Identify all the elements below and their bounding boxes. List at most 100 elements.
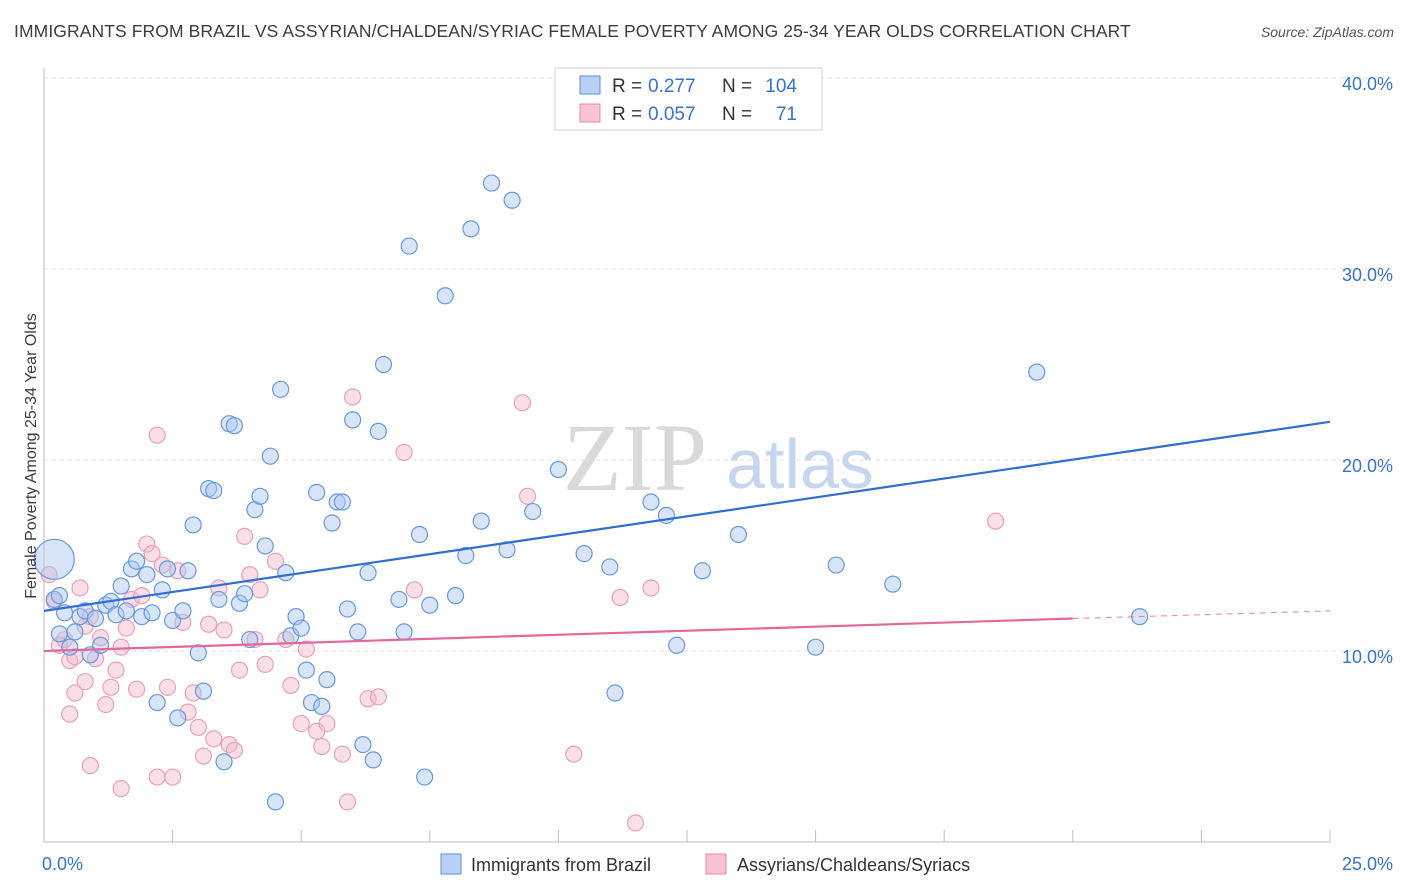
- point-brazil: [359, 564, 377, 582]
- point-brazil: [225, 417, 243, 435]
- point-brazil: [416, 768, 434, 786]
- tick-labels: 10.0% 20.0% 30.0% 40.0% 0.0% 25.0%: [42, 74, 1393, 874]
- point-brazil: [729, 525, 748, 544]
- legend-stats: R = 0.277 N = 104 R = 0.057 N = 71: [554, 67, 823, 131]
- legend-bottom-swatch-assyrians: [705, 853, 727, 875]
- point-brazil: [153, 581, 171, 599]
- point-brazil: [50, 625, 69, 643]
- point-brazil: [189, 644, 207, 662]
- point-brazil: [827, 556, 845, 574]
- legend-r-label-2: R =: [612, 104, 642, 125]
- point-brazil: [642, 493, 660, 511]
- point-brazil: [601, 558, 619, 576]
- point-brazil: [215, 753, 233, 771]
- point-brazil: [86, 609, 105, 628]
- chart-title: IMMIGRANTS FROM BRAZIL VS ASSYRIAN/CHALD…: [14, 21, 1131, 41]
- point-brazil: [61, 638, 79, 656]
- point-brazil: [668, 636, 686, 654]
- point-brazil: [549, 460, 568, 479]
- point-brazil: [261, 447, 279, 465]
- point-assyrians: [205, 730, 223, 748]
- watermark: ZIP atlas: [563, 404, 874, 511]
- point-assyrians: [611, 588, 629, 607]
- point-brazil: [806, 638, 825, 656]
- point-assyrians: [241, 565, 259, 584]
- point-brazil: [606, 684, 624, 702]
- point-brazil: [395, 623, 413, 641]
- trend-line-assyrians-extension: [1072, 610, 1331, 620]
- point-assyrians: [565, 745, 583, 763]
- point-assyrians: [369, 688, 387, 706]
- point-brazil: [1028, 363, 1046, 381]
- point-brazil: [884, 575, 902, 593]
- point-brazil: [107, 606, 125, 624]
- legend-r-value-2: 0.057: [648, 104, 696, 125]
- point-assyrians: [71, 579, 89, 597]
- point-brazil: [338, 600, 357, 618]
- point-brazil: [194, 682, 213, 700]
- legend-r-value-1: 0.277: [648, 76, 696, 97]
- point-brazil: [328, 493, 346, 511]
- point-brazil: [210, 590, 228, 609]
- point-assyrians: [513, 394, 531, 412]
- point-assyrians: [395, 443, 413, 461]
- point-assyrians: [200, 615, 218, 633]
- point-assyrians: [297, 640, 315, 658]
- point-brazil: [66, 623, 84, 641]
- legend-n-value-1: 104: [765, 76, 797, 97]
- point-brazil: [390, 590, 408, 609]
- point-brazil: [446, 587, 465, 605]
- point-brazil: [313, 697, 331, 715]
- point-brazil: [292, 619, 310, 637]
- point-assyrians: [194, 747, 213, 765]
- legend-n-label-2: N =: [722, 104, 752, 125]
- point-assyrians: [66, 684, 84, 702]
- point-brazil: [457, 546, 475, 565]
- point-brazil: [169, 709, 187, 727]
- point-brazil: [374, 355, 393, 374]
- y-tick-label: 20.0%: [1342, 456, 1393, 476]
- x-tick-label: 0.0%: [42, 854, 83, 874]
- point-assyrians: [138, 535, 156, 553]
- point-assyrians: [266, 552, 285, 570]
- point-assyrians: [251, 581, 269, 599]
- point-assyrians: [626, 814, 645, 832]
- watermark-zip: ZIP: [563, 404, 707, 511]
- point-brazil: [318, 671, 336, 689]
- point-brazil: [462, 220, 480, 238]
- point-assyrians: [225, 741, 243, 759]
- point-assyrians: [164, 768, 182, 786]
- point-brazil: [143, 604, 161, 622]
- point-brazil: [91, 636, 110, 654]
- point-brazil: [148, 693, 166, 712]
- series-brazil-points: [33, 174, 1149, 811]
- point-brazil: [421, 596, 439, 614]
- point-assyrians: [333, 745, 351, 763]
- point-brazil: [472, 512, 490, 530]
- legend-swatch-brazil: [579, 75, 601, 95]
- point-assyrians: [189, 718, 207, 737]
- point-brazil: [503, 191, 521, 209]
- point-brazil: [323, 514, 341, 532]
- point-brazil: [297, 661, 315, 679]
- point-assyrians: [230, 661, 249, 679]
- point-assyrians: [642, 579, 660, 597]
- y-tick-label: 10.0%: [1342, 647, 1393, 667]
- point-assyrians: [236, 527, 254, 546]
- point-assyrians: [76, 672, 94, 691]
- point-brazil: [308, 483, 326, 502]
- point-brazil: [236, 585, 254, 603]
- point-assyrians: [256, 655, 274, 673]
- point-brazil: [524, 502, 542, 521]
- point-assyrians: [338, 793, 357, 811]
- point-brazil: [482, 174, 501, 192]
- point-brazil: [138, 565, 156, 584]
- point-brazil: [251, 487, 269, 505]
- point-assyrians: [518, 487, 537, 505]
- point-assyrians: [344, 388, 362, 406]
- point-brazil: [302, 693, 321, 712]
- grid: [44, 77, 1395, 652]
- point-brazil: [179, 562, 197, 580]
- point-brazil: [333, 493, 351, 511]
